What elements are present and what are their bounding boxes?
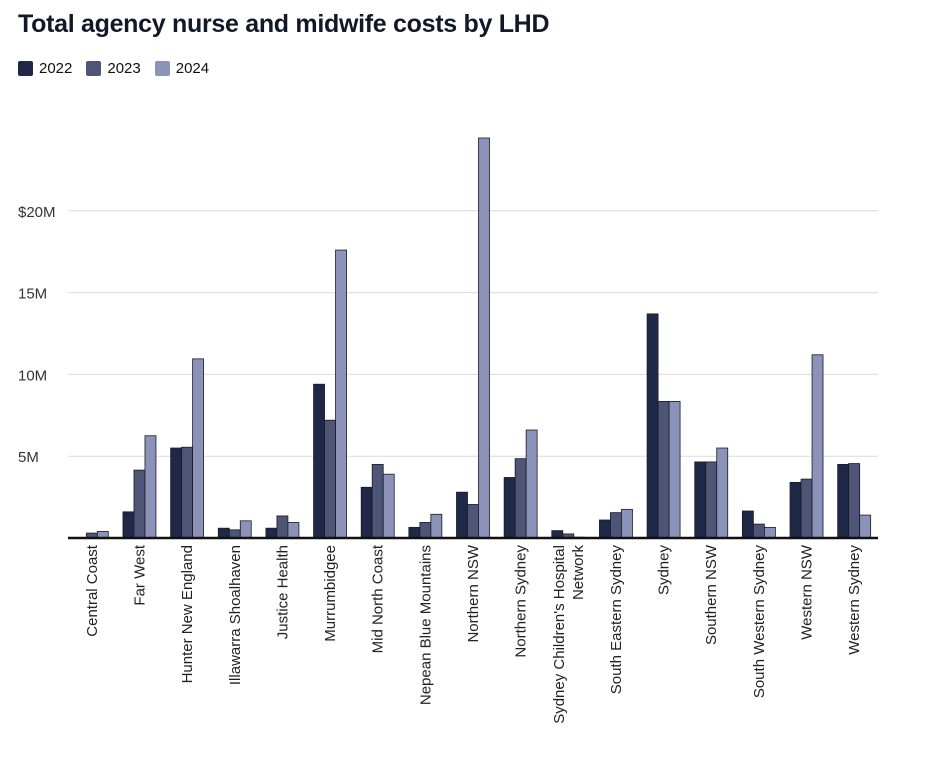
bar [752,523,765,539]
bar [456,491,468,539]
x-tick-label: Illawarra Shoalhaven [227,545,244,685]
y-tick-label: $20M [18,204,56,221]
bar [419,522,432,539]
x-tick-label: South Western Sydney [751,545,768,699]
legend-swatch-2024 [154,61,170,76]
bar [741,510,754,539]
bar [621,508,633,539]
bar [181,446,194,539]
bar [122,511,135,539]
bar [859,514,872,539]
legend-label-2022: 2022 [39,60,73,77]
bar [694,461,707,539]
bar [646,313,659,539]
bar [144,435,157,539]
bar [800,478,813,539]
bar [265,527,278,539]
legend-swatch-2022 [18,61,33,76]
x-tick-label: Sydney Children's Hospital [551,545,568,724]
bar [430,513,443,539]
bar [599,519,611,539]
x-tick-label: Network [570,545,587,601]
bar [408,526,421,539]
y-tick-label: 5M [18,449,39,466]
bar [467,504,479,539]
bar [610,512,622,539]
bar [324,419,336,539]
legend-item-2023[interactable]: 2023 [86,60,141,77]
legend-item-2022[interactable]: 2022 [18,60,72,77]
bar [525,429,538,539]
bar [382,473,395,539]
chart-title: Total agency nurse and midwife costs by … [18,10,550,38]
bar [170,447,183,539]
x-tick-label: Mid North Coast [370,544,387,653]
legend-label-2023: 2023 [107,60,141,77]
x-tick-label: Hunter New England [179,545,196,683]
x-tick-label: Justice Health [274,545,291,639]
bar [514,458,527,539]
bar [360,486,373,539]
x-tick-label: Far West [131,544,148,605]
bar [239,520,252,539]
bar [668,400,681,539]
bar [276,515,289,539]
x-tick-label: Northern Sydney [513,545,530,658]
bar [716,447,729,539]
x-tick-label: Southern NSW [703,544,720,645]
x-tick-label: Western NSW [799,544,816,640]
bar [763,526,776,539]
x-tick-label: Western Sydney [846,545,863,655]
bar [313,383,325,539]
bar [503,477,516,539]
bar [789,481,802,539]
bar [371,463,384,539]
bar [478,137,490,539]
x-tick-label: Northern NSW [465,544,482,642]
legend: 2022 2023 2024 [18,60,209,77]
bar [287,522,300,539]
legend-swatch-2023 [86,61,102,76]
bar [848,463,861,539]
x-tick-label: Sydney [656,545,673,596]
bar [705,461,718,539]
bar [133,469,146,539]
x-tick-label: Murrumbidgee [322,545,339,642]
x-tick-label: Nepean Blue Mountains [417,545,434,705]
bar [657,400,670,539]
bar [837,463,850,539]
legend-item-2024[interactable]: 2024 [154,60,210,77]
bar [335,249,347,539]
bar [811,354,824,539]
y-tick-label: 10M [18,367,47,384]
x-tick-label: South Eastern Sydney [608,545,625,695]
y-tick-label: 15M [18,286,47,303]
x-tick-label: Central Coast [84,544,101,637]
bar [192,358,205,539]
bar [217,527,230,539]
legend-label-2024: 2024 [175,60,210,77]
